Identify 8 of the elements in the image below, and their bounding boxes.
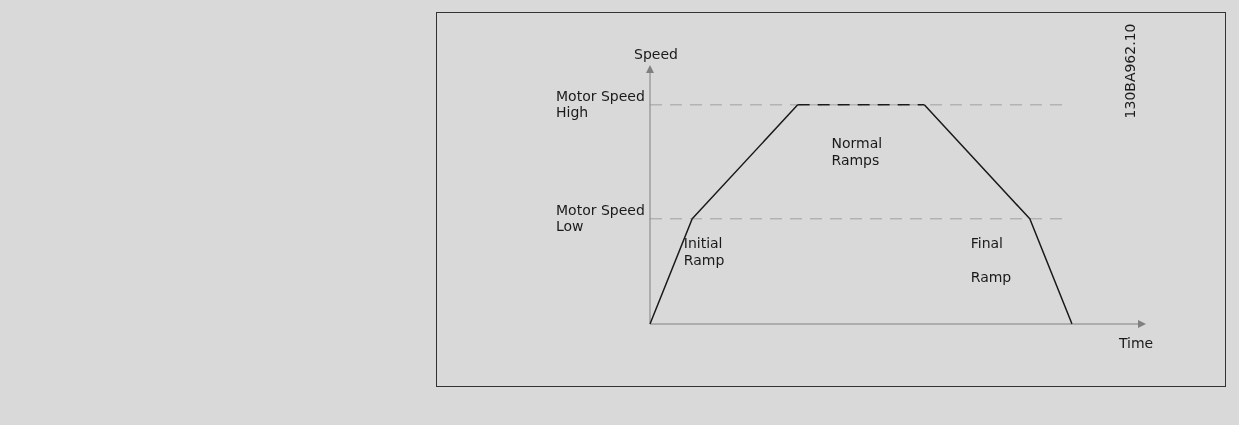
text: Final Ramp xyxy=(970,234,1012,285)
ref-line-label: Motor Speed High xyxy=(556,87,645,120)
annotation: Initial Ramp xyxy=(683,234,725,268)
x-axis-title: Time xyxy=(1117,335,1154,351)
text: 130BA962.10 xyxy=(1122,23,1139,119)
annotation: Normal Ramps xyxy=(831,134,883,168)
ref-line-label: Motor Speed Low xyxy=(556,201,645,234)
y-axis-title: Speed xyxy=(634,46,678,62)
